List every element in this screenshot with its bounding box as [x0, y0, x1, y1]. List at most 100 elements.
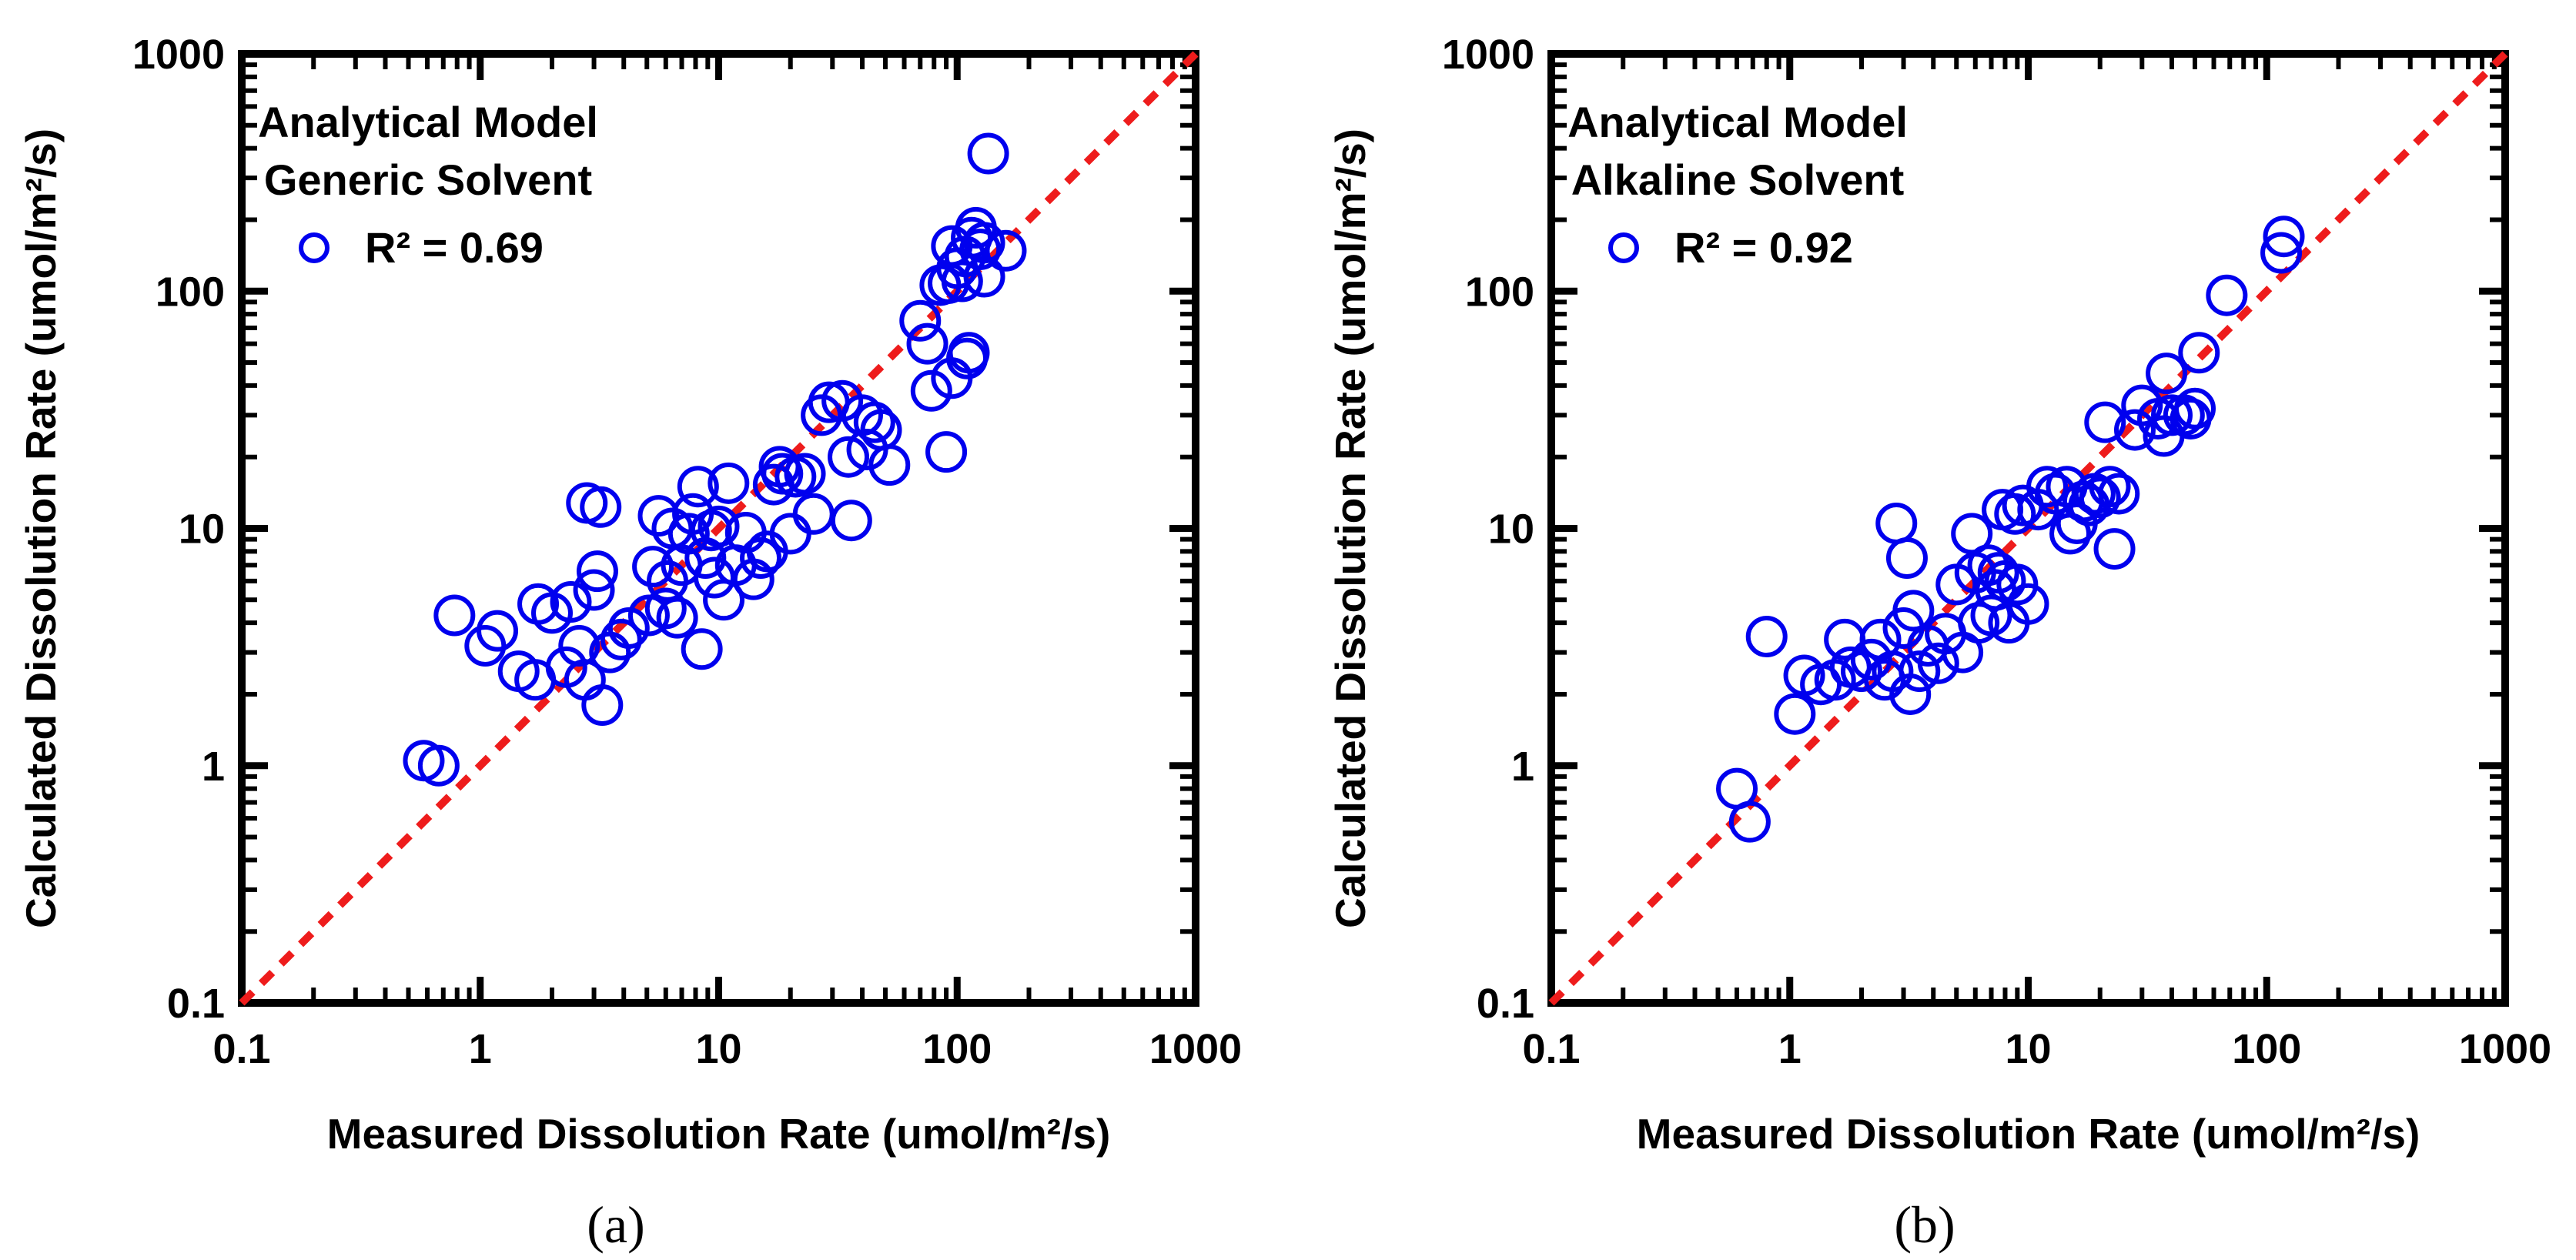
data-point — [1996, 563, 2039, 606]
x-tick-label: 1000 — [1149, 1026, 1242, 1072]
legend-marker — [299, 232, 330, 263]
y-tick-label: 100 — [1465, 269, 1534, 315]
data-point — [830, 500, 872, 542]
data-point — [2206, 274, 2248, 316]
data-point — [677, 466, 719, 508]
data-point — [417, 744, 460, 787]
data-point — [1850, 638, 1892, 680]
data-points — [1716, 216, 2305, 843]
data-point — [967, 132, 1009, 175]
data-point — [910, 369, 952, 412]
data-point — [941, 260, 983, 302]
data-point — [477, 610, 519, 652]
x-tick-label: 1 — [469, 1026, 492, 1072]
data-point — [1892, 590, 1935, 632]
legend-title-line: Alkaline Solvent — [1571, 155, 1905, 204]
x-tick-label: 1 — [1778, 1026, 1802, 1072]
data-point — [1970, 594, 2012, 637]
data-point — [2089, 466, 2131, 508]
y-tick-label: 100 — [156, 269, 225, 315]
data-point — [600, 618, 642, 660]
legend-marker — [1608, 232, 1639, 263]
data-point — [899, 299, 942, 342]
panel-caption: (a) — [587, 1195, 644, 1254]
data-point — [1840, 650, 1882, 693]
y-tick-label: 0.1 — [1477, 981, 1534, 1027]
data-point — [2093, 528, 2136, 570]
y-tick-label: 0.1 — [167, 981, 225, 1027]
data-point — [784, 453, 826, 495]
panel-caption: (b) — [1894, 1195, 1955, 1254]
data-point — [1917, 642, 1959, 684]
y-axis-title: Calculated Dissolution Rate (umol/m²/s) — [17, 129, 65, 928]
data-point — [576, 550, 618, 593]
data-points — [403, 132, 1027, 787]
data-point — [868, 444, 911, 486]
y-axis-title: Calculated Dissolution Rate (umol/m²/s) — [1326, 129, 1374, 928]
x-tick-label: 100 — [2232, 1026, 2301, 1072]
y-tick-label: 1000 — [1442, 32, 1534, 78]
data-point — [2263, 216, 2305, 258]
data-point — [2114, 409, 2156, 451]
data-point — [581, 684, 624, 727]
data-point — [2146, 353, 2188, 395]
reference-line-1to1 — [239, 51, 1199, 1006]
data-point — [2098, 473, 2140, 515]
data-point — [644, 587, 687, 630]
data-point — [2084, 401, 2126, 443]
data-point — [2007, 583, 2049, 625]
data-point — [1899, 650, 1941, 693]
data-point — [656, 597, 698, 639]
legend: Analytical Model Generic Solvent R² = 0.69 — [258, 98, 598, 272]
data-point — [2150, 394, 2193, 436]
plot-frame — [1547, 50, 2509, 1007]
plot-frame — [238, 50, 1199, 1007]
x-tick-label: 0.1 — [1522, 1026, 1580, 1072]
y-tick-label: 1 — [202, 744, 225, 790]
data-point — [1875, 502, 1918, 544]
data-point — [632, 546, 674, 588]
y-tick-label: 1000 — [132, 32, 225, 78]
data-point — [1745, 616, 1788, 658]
data-point — [959, 228, 1002, 270]
x-tick-label: 0.1 — [212, 1026, 270, 1072]
x-tick-label: 10 — [695, 1026, 741, 1072]
data-point — [792, 493, 835, 535]
legend-title-line: Analytical Model — [258, 98, 598, 146]
data-point — [925, 431, 968, 473]
x-tick-label: 100 — [922, 1026, 992, 1072]
data-point — [963, 256, 1005, 298]
data-point — [573, 569, 615, 611]
data-point — [681, 628, 723, 670]
data-point — [963, 222, 1005, 264]
data-point — [1994, 493, 2036, 535]
x-tick-label: 1000 — [2459, 1026, 2551, 1072]
data-point — [708, 462, 750, 504]
x-tick-label: 10 — [2005, 1026, 2051, 1072]
data-point — [2260, 232, 2303, 274]
legend-title-line: Analytical Model — [1567, 98, 1908, 146]
y-tick-label: 1 — [1511, 744, 1534, 790]
y-tick-label: 10 — [1488, 506, 1534, 553]
data-point — [433, 594, 476, 637]
data-point — [740, 537, 782, 580]
data-point — [698, 505, 740, 547]
data-point — [1885, 537, 1928, 580]
chart-panel-a: 0.1 1 10 100 1000 0.1 1 10 100 1000 Measured Disso… — [17, 32, 1242, 1254]
data-point — [2174, 387, 2216, 429]
data-point — [2026, 466, 2069, 508]
data-point — [637, 495, 680, 537]
data-point — [2178, 332, 2220, 374]
legend-title-line: Generic Solvent — [264, 155, 592, 204]
data-point — [1774, 693, 1816, 735]
data-point — [607, 607, 650, 650]
data-point — [580, 486, 622, 528]
data-point — [948, 332, 990, 374]
data-point — [2079, 476, 2121, 519]
y-tick-label: 10 — [179, 506, 225, 553]
data-point — [985, 229, 1027, 272]
data-point — [1889, 673, 1932, 715]
data-point — [1951, 513, 1993, 555]
x-axis-title: Measured Dissolution Rate (umol/m²/s) — [327, 1110, 1111, 1158]
